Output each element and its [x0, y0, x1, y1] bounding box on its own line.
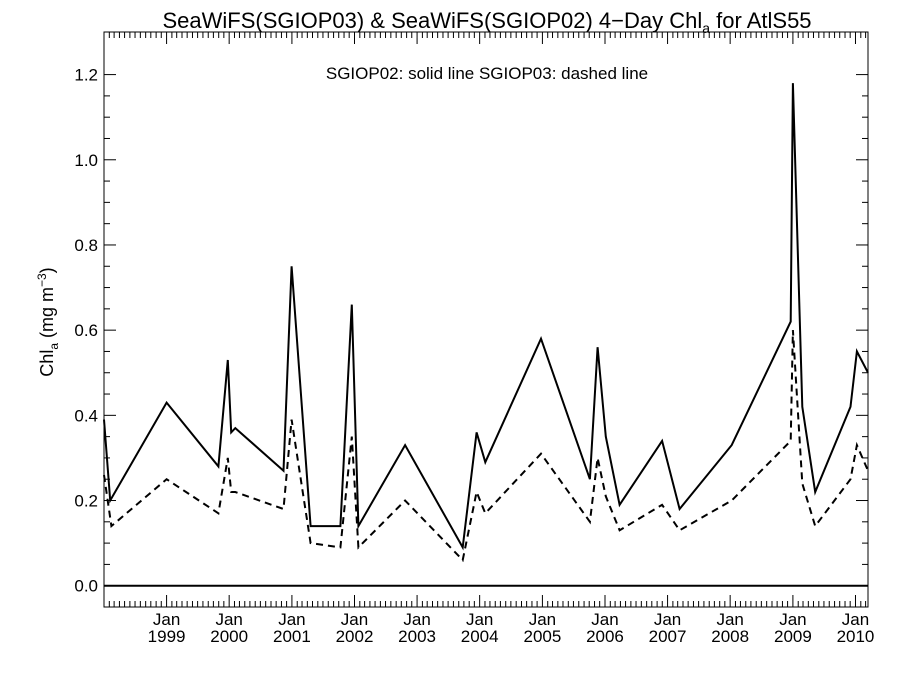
y-axis-label-subscript: a [47, 343, 61, 350]
x-tick-label-month: Jan [341, 610, 368, 629]
x-tick-label-month: Jan [591, 610, 618, 629]
chart-title: SeaWiFS(SGIOP03) & SeaWiFS(SGIOP02) 4−Da… [162, 8, 811, 36]
y-tick-label: 1.2 [74, 66, 98, 85]
x-tick-label-month: Jan [215, 610, 242, 629]
x-tick-label-year: 1999 [148, 627, 186, 646]
y-tick-label: 0.8 [74, 236, 98, 255]
x-tick-label-year: 2010 [837, 627, 875, 646]
x-tick-label-year: 2007 [649, 627, 687, 646]
chart-title-end: for AtlS55 [710, 8, 812, 33]
x-tick-label-month: Jan [278, 610, 305, 629]
x-tick-label-year: 2001 [273, 627, 311, 646]
x-tick-label-year: 2004 [461, 627, 499, 646]
chart-title-main: SeaWiFS(SGIOP03) & SeaWiFS(SGIOP02) 4−Da… [162, 8, 702, 33]
x-tick-label-month: Jan [153, 610, 180, 629]
plot-area: 0.00.20.40.60.81.01.2Jan1999Jan2000Jan20… [74, 31, 875, 646]
x-tick-label-month: Jan [716, 610, 743, 629]
y-axis-label-unit: (mg m [37, 287, 57, 343]
x-tick-label-month: Jan [842, 610, 869, 629]
chart-title-subscript: a [702, 20, 710, 36]
series-line-sgiop02 [103, 83, 869, 551]
x-tick-label-year: 2009 [774, 627, 812, 646]
y-tick-label: 0.0 [74, 577, 98, 596]
y-tick-label: 0.6 [74, 321, 98, 340]
x-tick-label-year: 2005 [523, 627, 561, 646]
x-tick-label-year: 2003 [398, 627, 436, 646]
plot-frame [103, 31, 869, 608]
y-tick-label: 0.4 [74, 406, 98, 425]
x-tick-label-year: 2006 [586, 627, 624, 646]
x-tick-label-month: Jan [529, 610, 556, 629]
y-axis-label-superscript: −3 [35, 273, 49, 287]
y-axis-label-close: ) [37, 267, 57, 273]
x-tick-label-year: 2008 [711, 627, 749, 646]
y-tick-label: 1.0 [74, 151, 98, 170]
x-tick-label-month: Jan [466, 610, 493, 629]
x-tick-label-month: Jan [779, 610, 806, 629]
y-axis-label: Chla (mg m−3) [35, 267, 61, 376]
x-tick-label-year: 2002 [336, 627, 374, 646]
y-tick-label: 0.2 [74, 492, 98, 511]
legend-annotation: SGIOP02: solid line SGIOP03: dashed line [326, 64, 648, 83]
x-tick-label-month: Jan [403, 610, 430, 629]
x-tick-label-year: 2000 [210, 627, 248, 646]
x-tick-label-month: Jan [654, 610, 681, 629]
y-axis-label-main: Chl [37, 350, 57, 377]
series-line-sgiop03 [103, 330, 869, 563]
